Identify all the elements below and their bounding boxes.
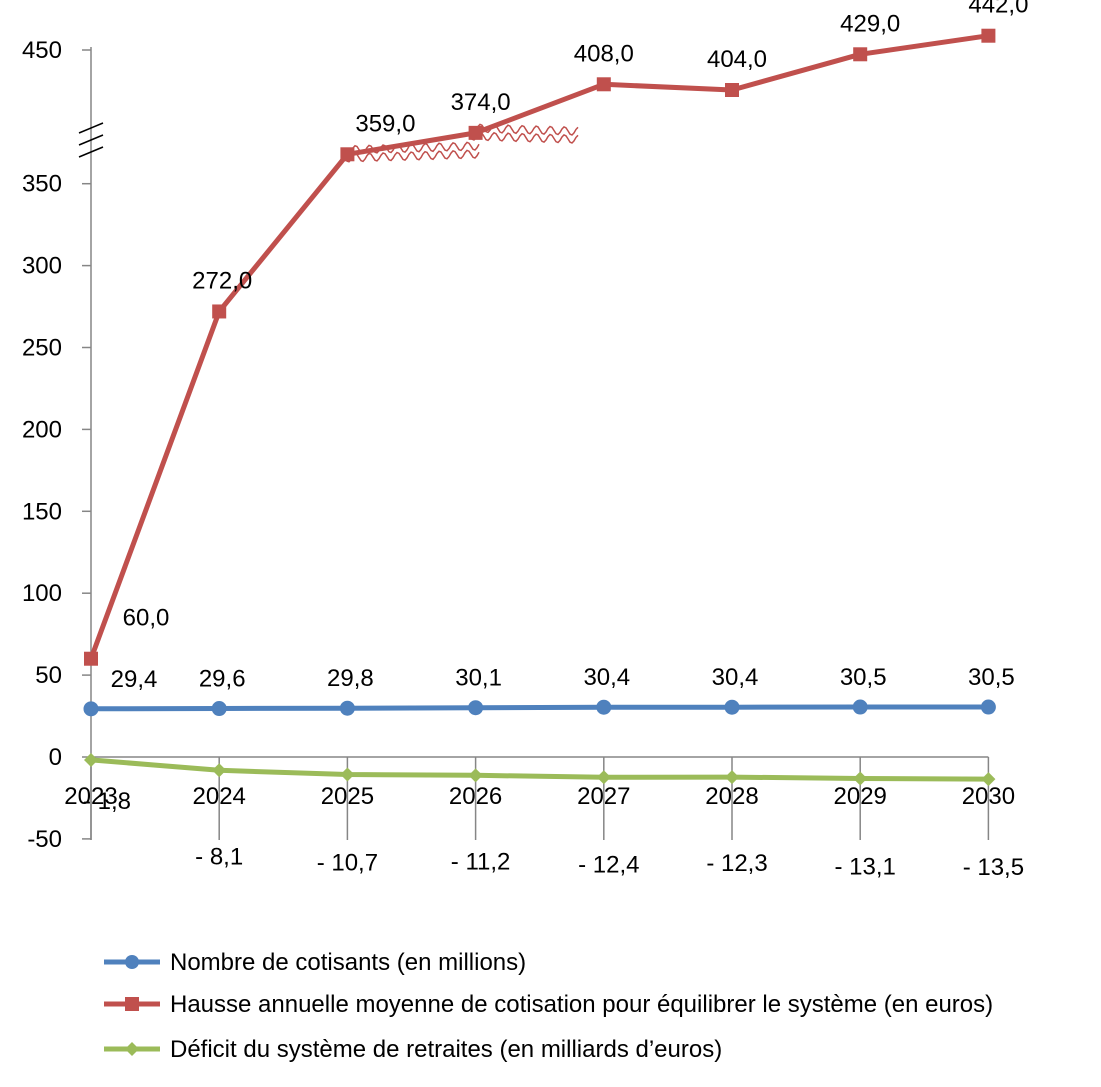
x-tick-label: 2027 — [577, 783, 630, 810]
legend-marker — [125, 997, 139, 1011]
legend-marker — [125, 1042, 139, 1056]
data-labels: 29,4 29,6 29,8 30,1 30,4 30,4 30,5 30,5 60,0 272,… — [83, 0, 1028, 881]
data-point — [981, 772, 996, 787]
y-tick-label: 450 — [22, 37, 62, 64]
y-tick-label: 250 — [22, 335, 62, 362]
legend-label: Nombre de cotisants (en millions) — [170, 949, 526, 976]
x-tick-label: 2029 — [834, 783, 887, 810]
series-layer — [83, 28, 996, 787]
data-label: 60,0 — [123, 605, 170, 632]
legend-label: Hausse annuelle moyenne de cotisation po… — [170, 991, 993, 1018]
data-label: 429,0 — [840, 10, 900, 37]
axis-break-wave — [469, 123, 579, 136]
data-point — [724, 699, 740, 715]
y-tick-label: -50 — [27, 826, 62, 853]
data-label: 29,8 — [327, 665, 374, 692]
data-point — [83, 701, 99, 717]
data-label: 408,0 — [574, 40, 634, 67]
x-tick-label: 2025 — [321, 783, 374, 810]
data-point — [84, 752, 98, 767]
data-label: - 12,4 — [578, 851, 639, 878]
y-tick-label: 0 — [49, 744, 62, 771]
x-tick-label: 2026 — [449, 783, 502, 810]
legend-label: Déficit du système de retraites (en mill… — [170, 1036, 722, 1063]
data-point — [468, 700, 484, 716]
data-point — [596, 770, 611, 785]
data-point — [468, 125, 483, 140]
series-line — [88, 33, 991, 662]
axis-break-mark — [78, 134, 104, 146]
data-label: - 13,1 — [835, 853, 896, 880]
x-tick-label: 2028 — [705, 783, 758, 810]
y-tick-label: 200 — [22, 416, 62, 443]
data-point — [84, 651, 98, 666]
legend: Nombre de cotisants (en millions) Hausse … — [104, 949, 993, 1063]
data-label: - 11,2 — [451, 848, 511, 875]
data-label: 30,5 — [840, 664, 887, 691]
y-tick-label: 50 — [35, 662, 62, 689]
data-label: 30,5 — [968, 664, 1015, 691]
data-label: 404,0 — [707, 46, 767, 73]
data-label: - 12,3 — [706, 850, 767, 877]
data-label: 29,4 — [111, 666, 158, 693]
x-tick-label: 2030 — [962, 783, 1015, 810]
data-point — [596, 699, 612, 715]
x-tick-label: 2024 — [193, 783, 246, 810]
data-label: - 13,5 — [963, 854, 1024, 881]
data-label: - 10,7 — [317, 850, 378, 877]
data-point — [853, 47, 868, 62]
data-label: 272,0 — [192, 267, 252, 294]
legend-marker — [125, 955, 139, 969]
data-point — [852, 699, 868, 715]
axis-break-wave — [469, 131, 579, 144]
data-label: 29,6 — [199, 666, 246, 693]
axis-break-mark — [78, 146, 104, 158]
data-label: - 8,1 — [195, 843, 243, 870]
series-line — [88, 704, 991, 712]
data-label: 30,4 — [583, 664, 630, 691]
y-tick-label: 300 — [22, 253, 62, 280]
data-label: 30,1 — [455, 665, 502, 692]
data-point — [725, 770, 739, 785]
data-point — [339, 700, 355, 716]
data-point — [211, 701, 227, 717]
axes: -50 0 50 100 150 200 250 300 350 450 2023 2024 2025 2… — [22, 37, 1015, 853]
data-point — [340, 767, 355, 782]
data-point — [212, 304, 227, 319]
data-point — [725, 83, 739, 97]
axis-break-mark — [78, 122, 104, 134]
y-tick-label: 150 — [22, 498, 62, 525]
data-point — [596, 77, 611, 92]
y-tick-label: 100 — [22, 580, 62, 607]
y-tick-label: 350 — [22, 171, 62, 198]
data-label: - 1,8 — [83, 788, 131, 815]
data-point — [212, 763, 227, 778]
data-point — [980, 699, 996, 715]
data-point — [340, 147, 355, 162]
series-line — [88, 757, 991, 782]
data-point — [853, 771, 868, 786]
x-tick-label: 2023 — [64, 783, 117, 810]
data-point — [981, 28, 996, 43]
data-point — [468, 768, 483, 783]
data-label: 359,0 — [355, 110, 415, 137]
data-label: 30,4 — [712, 664, 759, 691]
data-label: 374,0 — [451, 89, 511, 116]
axis-break-wave — [344, 149, 480, 163]
data-label: 442,0 — [968, 0, 1028, 19]
